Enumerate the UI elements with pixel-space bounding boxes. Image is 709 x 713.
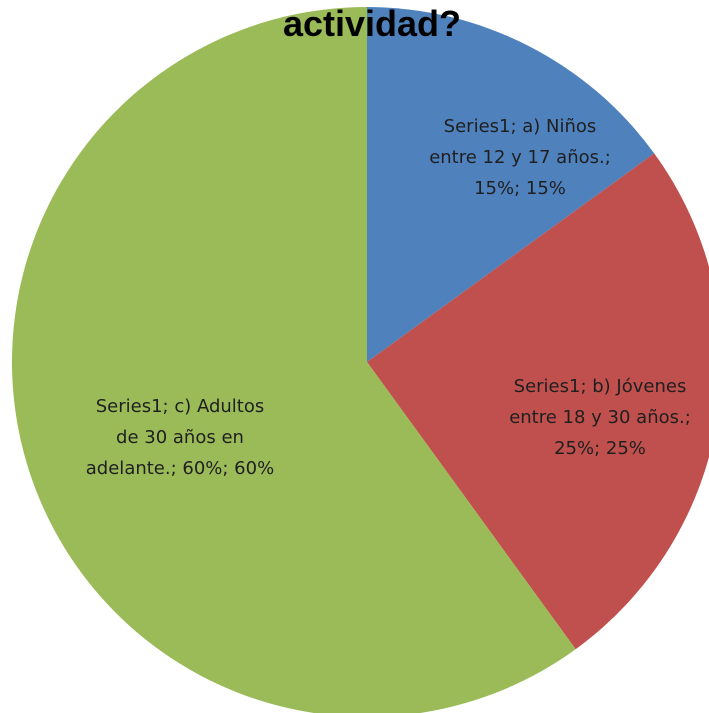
data-label-c: Series1; c) Adultos de 30 años en adelante… <box>86 396 274 479</box>
pie-slice-a <box>367 7 655 362</box>
chart-title: actividad? <box>283 3 461 44</box>
data-label-line: Series1; c) Adultos <box>96 396 265 417</box>
pie-slice-c <box>12 7 576 713</box>
pie-slices <box>12 7 709 713</box>
pie-slice-b <box>367 153 709 650</box>
data-label-line: 15%; 15% <box>474 178 566 199</box>
data-label-line: entre 18 y 30 años.; <box>509 407 691 428</box>
data-label-line: Series1; a) Niños <box>444 116 597 137</box>
data-label-line: de 30 años en <box>116 427 244 448</box>
data-label-line: entre 12 y 17 años.; <box>429 147 611 168</box>
data-label-line: 25%; 25% <box>554 438 646 459</box>
data-label-line: adelante.; 60%; 60% <box>86 458 274 479</box>
data-label-line: Series1; b) Jóvenes <box>514 376 687 397</box>
data-label-b: Series1; b) Jóvenes entre 18 y 30 años.; 2… <box>509 376 691 459</box>
data-label-a: Series1; a) Niños entre 12 y 17 años.; 15%… <box>429 116 611 199</box>
data-labels: Series1; a) Niños entre 12 y 17 años.; 15%… <box>86 116 691 479</box>
